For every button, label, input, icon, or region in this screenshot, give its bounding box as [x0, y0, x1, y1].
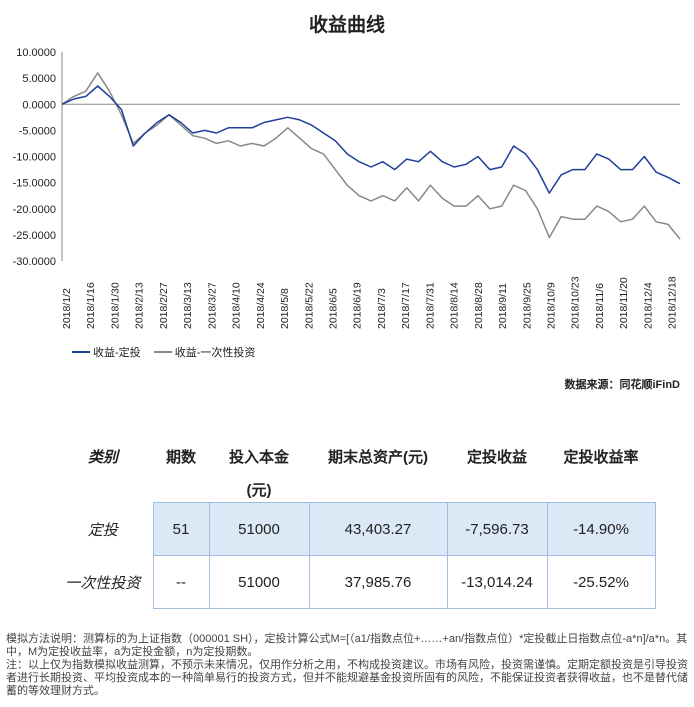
y-tick-label: 5.0000 — [22, 73, 56, 85]
x-tick-label: 2018/1/2 — [61, 288, 73, 329]
header-periods: 期数 — [165, 448, 196, 466]
cell-end-assets: 37,985.76 — [308, 555, 448, 609]
x-tick-label: 2018/5/8 — [279, 288, 291, 329]
table-units-row: (元) — [53, 476, 655, 503]
summary-table: 类别 期数 投入本金 期末总资产(元) 定投收益 定投收益率 (元) 定投 51… — [53, 436, 656, 609]
cell-rate: -25.52% — [546, 555, 656, 609]
x-tick-label: 2018/11/20 — [618, 277, 630, 329]
x-tick-label: 2018/4/10 — [231, 282, 243, 329]
x-tick-label: 2018/3/13 — [182, 282, 194, 329]
y-tick-label: -15.0000 — [13, 178, 56, 190]
x-tick-label: 2018/7/17 — [400, 282, 412, 329]
x-tick-label: 2018/8/28 — [473, 282, 485, 329]
legend-swatch-lump — [153, 351, 172, 353]
cell-end-assets: 43,403.27 — [308, 502, 448, 556]
cell-principal: 51000 — [208, 555, 310, 609]
y-tick-label: -20.0000 — [13, 204, 56, 216]
cell-category: 一次性投资 — [65, 574, 141, 592]
chart-legend: 收益-定投 收益-一次性投资 — [72, 344, 265, 360]
footnotes: 模拟方法说明：测算标的为上证指数（000001 SH），定投计算公式M=[（a1… — [6, 633, 688, 698]
x-tick-label: 2018/12/18 — [667, 276, 679, 329]
table-row: 一次性投资 -- 51000 37,985.76 -13,014.24 -25.… — [53, 555, 656, 609]
x-tick-label: 2018/6/5 — [327, 288, 339, 329]
cell-periods: -- — [152, 555, 210, 609]
y-tick-label: 0.0000 — [22, 99, 56, 111]
x-tick-label: 2018/9/25 — [521, 282, 533, 329]
header-end-assets: 期末总资产(元) — [328, 448, 428, 466]
x-tick-label: 2018/5/22 — [303, 282, 315, 329]
y-tick-label: -5.0000 — [19, 125, 56, 137]
cell-profit: -7,596.73 — [446, 502, 548, 556]
cell-principal: 51000 — [208, 502, 310, 556]
y-tick-label: 10.0000 — [16, 47, 56, 59]
income-curve-chart: 10.0000 5.0000 0.0000 -5.0000 -10.0000 -15.00… — [13, 47, 681, 329]
cell-rate: -14.90% — [546, 502, 656, 556]
header-principal: 投入本金 — [228, 448, 289, 466]
chart-title: 收益曲线 — [308, 15, 385, 36]
risk-disclaimer: 注：以上仅为指数模拟收益测算，不预示未来情况，仅用作分析之用，不构成投资建议。市… — [6, 659, 688, 697]
legend-item-sip: 收益-定投 — [72, 344, 141, 360]
x-tick-label: 2018/2/27 — [158, 282, 170, 329]
data-source: 数据来源：同花顺iFinD — [564, 379, 681, 391]
table-row: 定投 51 51000 43,403.27 -7,596.73 -14.90% — [53, 502, 656, 556]
legend-item-lump: 收益-一次性投资 — [153, 344, 256, 360]
y-tick-label: -25.0000 — [13, 230, 56, 242]
x-tick-label: 2018/3/27 — [206, 282, 218, 329]
x-tick-label: 2018/7/31 — [424, 282, 436, 329]
x-tick-label: 2018/9/11 — [497, 283, 509, 329]
series-line — [61, 85, 681, 194]
legend-swatch-sip — [72, 351, 90, 353]
x-tick-label: 2018/1/16 — [85, 282, 97, 329]
header-rate: 定投收益率 — [563, 448, 639, 466]
cell-periods: 51 — [152, 502, 210, 556]
header-profit: 定投收益 — [466, 448, 527, 466]
legend-label-sip: 收益-定投 — [93, 347, 141, 359]
x-tick-label: 2018/2/13 — [134, 282, 146, 329]
x-tick-label: 2018/1/30 — [109, 282, 121, 329]
header-principal-units: (元) — [246, 481, 272, 499]
x-tick-label: 2018/12/4 — [642, 282, 654, 329]
x-tick-label: 2018/8/14 — [449, 282, 461, 329]
cell-category: 定投 — [53, 502, 153, 556]
x-tick-label: 2018/7/3 — [376, 288, 388, 329]
x-tick-label: 2018/4/24 — [255, 282, 267, 329]
series-line — [61, 72, 681, 240]
x-tick-label: 2018/11/6 — [594, 283, 606, 329]
legend-label-lump: 收益-一次性投资 — [174, 347, 256, 359]
x-tick-label: 2018/6/19 — [352, 282, 364, 329]
method-note: 模拟方法说明：测算标的为上证指数（000001 SH），定投计算公式M=[（a1… — [6, 633, 688, 658]
x-tick-label: 2018/10/23 — [570, 276, 582, 329]
y-tick-label: -10.0000 — [13, 152, 56, 164]
y-tick-label: -30.0000 — [13, 256, 56, 268]
cell-profit: -13,014.24 — [446, 555, 548, 609]
header-category: 类别 — [87, 448, 118, 466]
table-header-row: 类别 期数 投入本金 期末总资产(元) 定投收益 定投收益率 — [53, 436, 655, 476]
x-tick-label: 2018/10/9 — [546, 282, 558, 329]
